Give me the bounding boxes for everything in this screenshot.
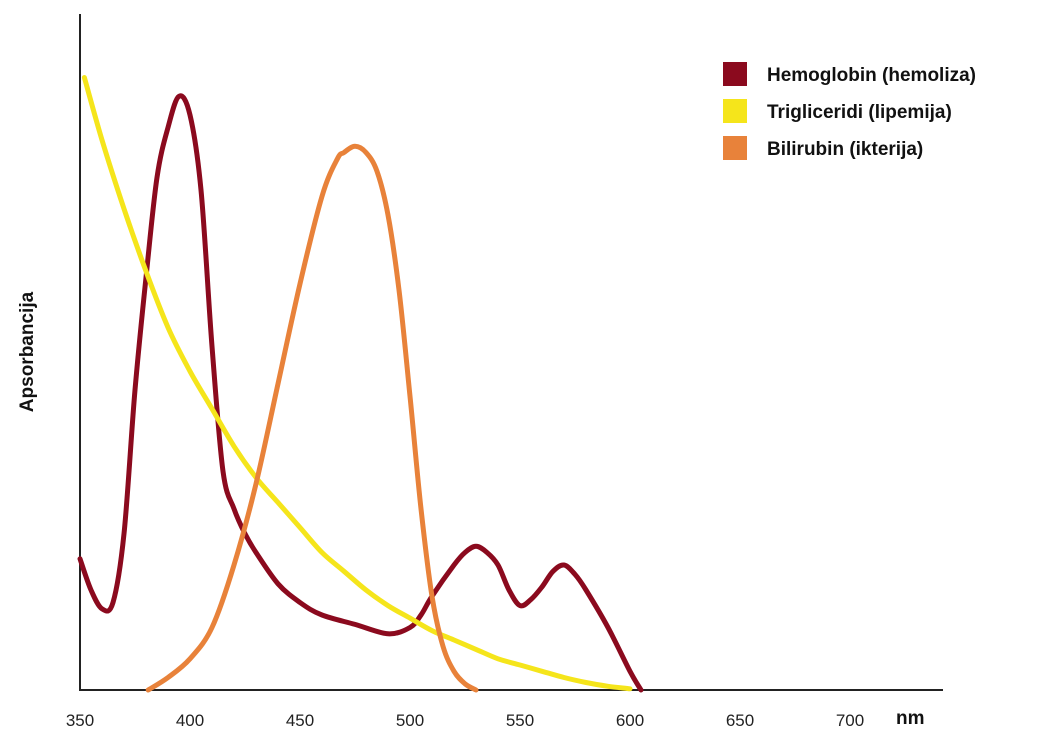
x-tick-label: 500	[396, 711, 424, 730]
legend-swatch	[723, 62, 747, 86]
legend-label: Hemoglobin (hemoliza)	[767, 65, 976, 86]
series-line-2	[81, 75, 633, 692]
legend-swatch	[723, 136, 747, 160]
x-tick-label: 350	[66, 711, 94, 730]
legend-label: Bilirubin (ikterija)	[767, 139, 923, 160]
series-lines	[77, 75, 644, 693]
x-tick-label: 450	[286, 711, 314, 730]
y-axis-label: Apsorbancija	[17, 291, 38, 412]
x-tick-label: 700	[836, 711, 864, 730]
x-tick-label: 400	[176, 711, 204, 730]
legend-label: Trigliceridi (lipemija)	[767, 102, 952, 123]
x-tick-label: 600	[616, 711, 644, 730]
series-line-1	[77, 93, 644, 693]
x-tick-label: 650	[726, 711, 754, 730]
legend-swatch	[723, 99, 747, 123]
x-tick-label: 550	[506, 711, 534, 730]
x-unit-label: nm	[896, 708, 925, 729]
legend: Hemoglobin (hemoliza) Trigliceridi (lipem…	[723, 62, 976, 160]
series-line-3	[145, 143, 479, 693]
x-tick-labels: 350 400 450 500 550 600 650 700	[66, 711, 864, 730]
